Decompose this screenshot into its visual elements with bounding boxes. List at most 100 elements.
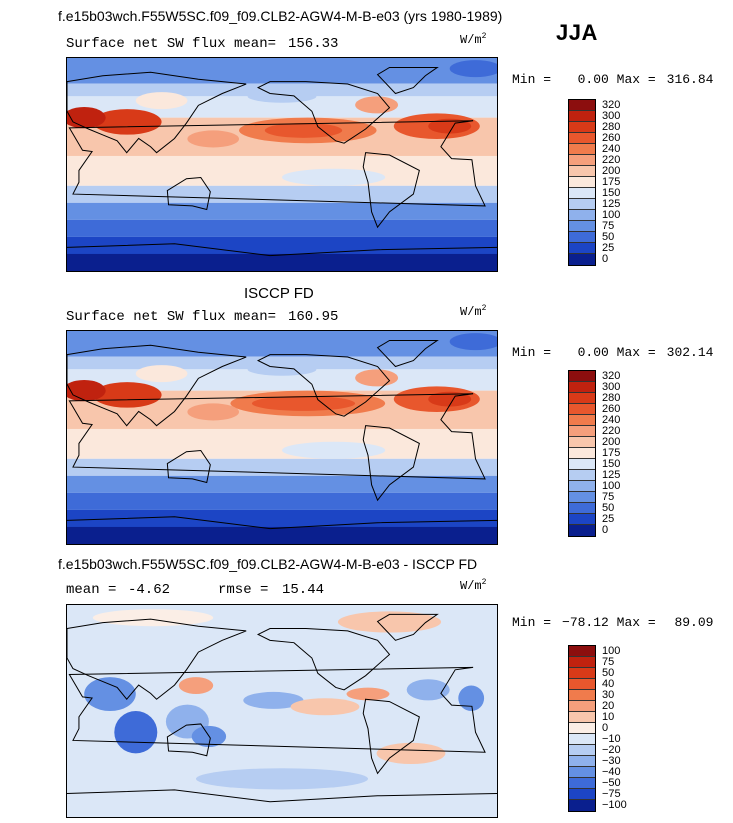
- flux-band: [67, 202, 497, 220]
- colorbar-swatch: [569, 111, 595, 122]
- flux-region: [67, 106, 106, 129]
- colorbar-swatch: [569, 459, 595, 470]
- panel3-min-label: Min =: [512, 615, 552, 630]
- panel2-subtitle: Surface net SW flux: [66, 309, 226, 325]
- panel3-mean-label: mean =: [66, 582, 117, 598]
- colorbar-swatch: [569, 723, 595, 734]
- coastline: [67, 344, 247, 427]
- coastline: [362, 698, 420, 775]
- colorbar-swatch: [569, 492, 595, 503]
- colorbar-tick-label: 240: [602, 414, 621, 426]
- map-field-svg: [67, 331, 497, 544]
- colorbar-swatch: [569, 199, 595, 210]
- panel2-title: ISCCP FD: [244, 285, 314, 302]
- colorbar-swatch: [569, 393, 595, 404]
- colorbar-tick-label: 200: [602, 436, 621, 448]
- panel1-map: [66, 57, 498, 272]
- colorbar-swatch: [569, 745, 595, 756]
- colorbar-swatch: [569, 657, 595, 668]
- coastline: [166, 449, 211, 484]
- flux-region: [247, 362, 317, 376]
- colorbar-swatch: [569, 800, 595, 811]
- colorbar-tick-label: −50: [602, 777, 621, 789]
- coastline: [67, 789, 497, 803]
- panel2-mean-value: 160.95: [288, 309, 339, 325]
- colorbar-tick-label: −40: [602, 766, 621, 778]
- colorbar-tick-label: 320: [602, 99, 621, 111]
- flux-region: [449, 333, 497, 351]
- coastline: [68, 120, 486, 207]
- colorbar-swatch: [569, 243, 595, 254]
- coastline: [376, 339, 439, 368]
- colorbar-swatch: [569, 210, 595, 221]
- colorbar-tick-label: 50: [602, 502, 615, 514]
- flux-band: [67, 492, 497, 510]
- flux-region: [187, 403, 239, 421]
- flux-region: [264, 122, 343, 138]
- colorbar-swatch: [569, 668, 595, 679]
- colorbar-tick-label: 40: [602, 678, 615, 690]
- panel1-min-label: Min =: [512, 72, 552, 87]
- panel3-title: f.e15b03wch.F55W5SC.f09_f09.CLB2-AGW4-M-…: [58, 556, 478, 572]
- flux-region: [92, 382, 162, 408]
- flux-band: [67, 185, 497, 203]
- colorbar-swatch: [569, 122, 595, 133]
- panel3-colorbar: 100 75 50 40 30 20 10 0 −10 −20 −30 −40 −50 −75 −100: [568, 645, 648, 815]
- colorbar-swatch: [569, 188, 595, 199]
- panel2-min-label: Min =: [512, 345, 552, 360]
- colorbar-tick-label: 0: [602, 722, 609, 734]
- colorbar-tick-label: 240: [602, 143, 621, 155]
- flux-band: [67, 155, 497, 186]
- colorbar-swatch: [569, 382, 595, 393]
- coastline: [67, 618, 247, 701]
- coastline: [67, 243, 497, 257]
- diff-region: [290, 698, 360, 716]
- colorbar-tick-label: 0: [602, 253, 609, 265]
- colorbar-tick-label: 150: [602, 458, 621, 470]
- colorbar-box: [568, 99, 596, 266]
- colorbar-tick-label: 125: [602, 198, 621, 210]
- colorbar-swatch: [569, 646, 595, 657]
- map-field-svg: [67, 605, 497, 817]
- panel2-max-label: Max =: [616, 345, 656, 360]
- colorbar-tick-label: 280: [602, 392, 621, 404]
- colorbar-box: [568, 370, 596, 537]
- colorbar-tick-label: 20: [602, 700, 615, 712]
- panel2-units: W/m2: [460, 304, 487, 319]
- colorbar-tick-label: −30: [602, 755, 621, 767]
- coastline: [376, 613, 439, 641]
- colorbar-tick-label: 0: [602, 524, 609, 536]
- flux-region: [247, 89, 317, 103]
- panel2-mean-label: mean=: [234, 309, 277, 325]
- panel1-max-label: Max =: [616, 72, 656, 87]
- colorbar-swatch: [569, 221, 595, 232]
- flux-region: [187, 130, 239, 148]
- diff-region: [346, 687, 390, 701]
- colorbar-tick-label: 100: [602, 209, 621, 221]
- coastline: [376, 66, 439, 95]
- panel3-max-value: 89.09: [674, 615, 714, 630]
- colorbar-swatch: [569, 734, 595, 745]
- diff-region: [243, 691, 304, 709]
- colorbar-swatch: [569, 470, 595, 481]
- colorbar-tick-label: 200: [602, 165, 621, 177]
- colorbar-swatch: [569, 481, 595, 492]
- panel1-minmax: Min = 0.00 Max = 316.84: [512, 72, 713, 87]
- panel3-rmse-value: 15.44: [282, 582, 325, 598]
- colorbar-swatch: [569, 415, 595, 426]
- colorbar-tick-label: 320: [602, 370, 621, 382]
- coastline: [68, 666, 486, 753]
- coastline: [362, 152, 420, 229]
- colorbar-tick-label: 125: [602, 469, 621, 481]
- panel1-colorbar: 320 300 280 260 240 220 200 175 150 125 100 75 50 25 0: [568, 99, 648, 269]
- panel2-colorbar: 320 300 280 260 240 220 200 175 150 125 100 75 50 25 0: [568, 370, 648, 540]
- colorbar-swatch: [569, 155, 595, 166]
- colorbar-tick-label: 260: [602, 403, 621, 415]
- flux-region: [67, 379, 106, 402]
- colorbar-swatch: [569, 712, 595, 723]
- flux-band: [67, 219, 497, 237]
- colorbar-swatch: [569, 789, 595, 800]
- diff-region: [84, 677, 136, 711]
- colorbar-swatch: [569, 232, 595, 243]
- flux-region: [449, 60, 497, 78]
